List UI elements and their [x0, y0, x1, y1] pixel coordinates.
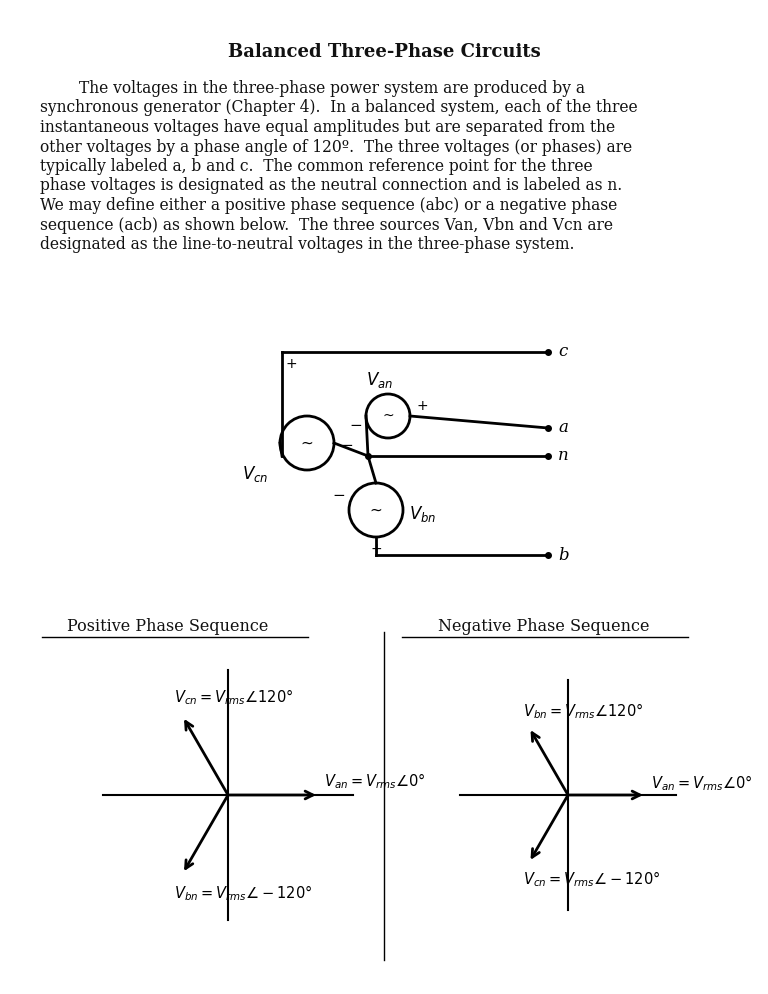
- Text: $V_{an} = V_{rms}\angle0°$: $V_{an} = V_{rms}\angle0°$: [651, 773, 753, 793]
- Text: $V_{an} = V_{rms}\angle0°$: $V_{an} = V_{rms}\angle0°$: [324, 771, 425, 791]
- Text: ~: ~: [369, 503, 382, 518]
- Text: −: −: [349, 418, 362, 433]
- Text: n: n: [558, 447, 569, 464]
- Text: $V_{cn} = V_{rms}\angle-120°$: $V_{cn} = V_{rms}\angle-120°$: [523, 869, 660, 889]
- Text: phase voltages is designated as the neutral connection and is labeled as n.: phase voltages is designated as the neut…: [40, 178, 622, 195]
- Text: −: −: [340, 438, 353, 453]
- Text: Positive Phase Sequence: Positive Phase Sequence: [68, 618, 269, 635]
- Text: ~: ~: [300, 435, 313, 450]
- Text: b: b: [558, 547, 568, 564]
- Text: typically labeled a, b and c.  The common reference point for the three: typically labeled a, b and c. The common…: [40, 158, 593, 175]
- Text: Balanced Three-Phase Circuits: Balanced Three-Phase Circuits: [227, 43, 541, 61]
- Text: sequence (acb) as shown below.  The three sources Van, Vbn and Vcn are: sequence (acb) as shown below. The three…: [40, 217, 613, 234]
- Text: −: −: [333, 488, 345, 504]
- Text: $V_{cn} = V_{rms}\angle120°$: $V_{cn} = V_{rms}\angle120°$: [174, 687, 293, 707]
- Text: designated as the line-to-neutral voltages in the three-phase system.: designated as the line-to-neutral voltag…: [40, 236, 574, 253]
- Text: $V_{bn} = V_{rms}\angle120°$: $V_{bn} = V_{rms}\angle120°$: [523, 701, 644, 721]
- Text: +: +: [370, 542, 382, 556]
- Text: $V_{cn}$: $V_{cn}$: [242, 464, 268, 484]
- Text: c: c: [558, 344, 568, 361]
- Text: a: a: [558, 419, 568, 436]
- Text: $V_{bn} = V_{rms}\angle-120°$: $V_{bn} = V_{rms}\angle-120°$: [174, 883, 313, 903]
- Text: +: +: [416, 399, 428, 413]
- Text: ~: ~: [382, 409, 394, 423]
- Text: synchronous generator (Chapter 4).  In a balanced system, each of the three: synchronous generator (Chapter 4). In a …: [40, 99, 637, 116]
- Text: instantaneous voltages have equal amplitudes but are separated from the: instantaneous voltages have equal amplit…: [40, 119, 615, 136]
- Text: The voltages in the three-phase power system are produced by a: The voltages in the three-phase power sy…: [40, 80, 585, 97]
- Text: $V_{bn}$: $V_{bn}$: [409, 504, 436, 524]
- Text: other voltages by a phase angle of 120º.  The three voltages (or phases) are: other voltages by a phase angle of 120º.…: [40, 138, 632, 155]
- Text: Negative Phase Sequence: Negative Phase Sequence: [439, 618, 650, 635]
- Text: We may define either a positive phase sequence (abc) or a negative phase: We may define either a positive phase se…: [40, 197, 617, 214]
- Text: $V_{an}$: $V_{an}$: [366, 370, 393, 390]
- Text: +: +: [285, 357, 296, 371]
